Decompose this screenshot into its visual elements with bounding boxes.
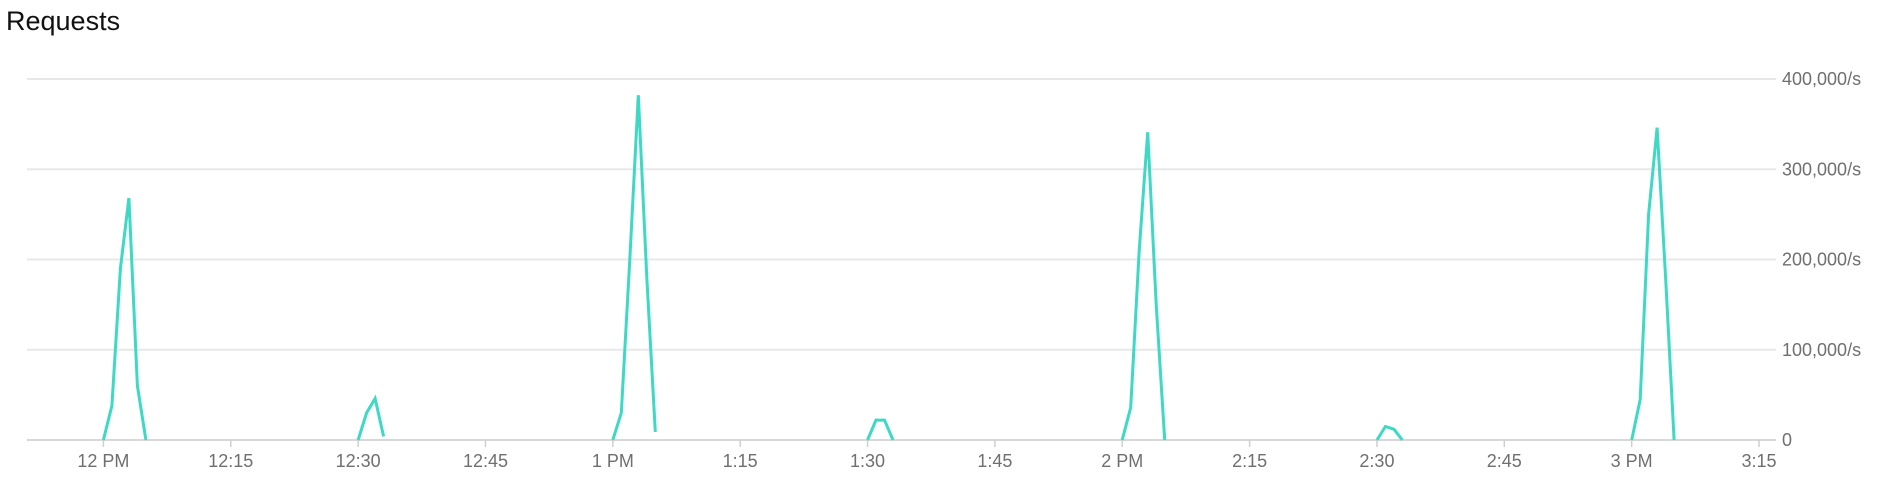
x-tick-label: 3 PM: [1611, 451, 1653, 471]
chart-title: Requests: [6, 6, 121, 36]
x-tick-label: 12:15: [208, 451, 253, 471]
x-tick-label: 1:30: [850, 451, 885, 471]
x-tick-label: 2:30: [1359, 451, 1394, 471]
series-line-segment: [356, 394, 386, 441]
x-tick-label: 12:30: [336, 451, 381, 471]
x-tick-label: 12 PM: [77, 451, 129, 471]
x-tick-label: 2 PM: [1101, 451, 1143, 471]
series-line-segment: [611, 95, 657, 441]
y-tick-label: 400,000/s: [1782, 69, 1861, 89]
y-tick-label: 200,000/s: [1782, 250, 1861, 270]
x-tick-label: 3:15: [1741, 451, 1776, 471]
series-line-segment: [1375, 424, 1404, 441]
x-tick-label: 1:45: [977, 451, 1012, 471]
x-tick-label: 1:15: [723, 451, 758, 471]
x-tick-label: 1 PM: [592, 451, 634, 471]
y-tick-label: 100,000/s: [1782, 340, 1861, 360]
series-line-segment: [1630, 127, 1676, 441]
x-tick-label: 12:45: [463, 451, 508, 471]
y-tick-label: 300,000/s: [1782, 159, 1861, 179]
x-tick-label: 2:15: [1232, 451, 1267, 471]
series-line-segment: [1120, 132, 1167, 441]
series-line-segment: [101, 197, 148, 441]
x-tick-label: 2:45: [1487, 451, 1522, 471]
series-line-segment: [866, 418, 895, 441]
y-tick-label: 0: [1782, 430, 1792, 450]
